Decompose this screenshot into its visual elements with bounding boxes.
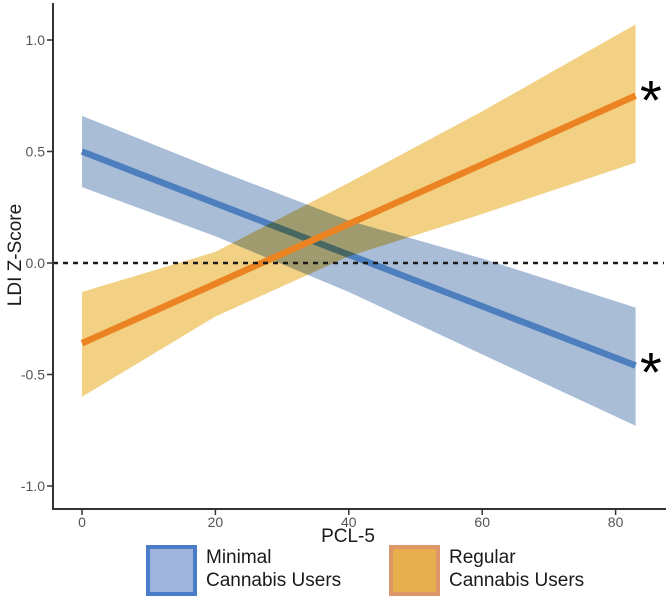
regular-confidence-band bbox=[82, 24, 636, 397]
legend: Minimal Cannabis Users Regular Cannabis … bbox=[0, 545, 666, 599]
legend-label-minimal-line1: Minimal bbox=[206, 547, 272, 568]
legend-swatch-minimal bbox=[146, 545, 197, 596]
x-tick-label: 80 bbox=[608, 514, 624, 530]
axis-lines bbox=[52, 3, 666, 510]
y-tick-label: -1.0 bbox=[21, 478, 45, 494]
y-tick-label: -0.5 bbox=[21, 367, 45, 383]
legend-label-minimal: Minimal Cannabis Users bbox=[206, 545, 341, 592]
x-tick-label: 40 bbox=[341, 514, 357, 530]
y-tick-label: 1.0 bbox=[26, 32, 46, 48]
y-tick-label: 0.0 bbox=[26, 255, 46, 271]
x-tick-label: 0 bbox=[78, 514, 86, 530]
x-axis-title: PCL-5 bbox=[321, 526, 375, 547]
minimal-confidence-band bbox=[82, 115, 636, 426]
x-tick-label: 20 bbox=[208, 514, 224, 530]
y-axis-title: LDI Z-Score bbox=[5, 203, 26, 307]
legend-label-minimal-line2: Cannabis Users bbox=[206, 570, 342, 591]
legend-label-regular-line2: Cannabis Users bbox=[449, 570, 585, 591]
significance-asterisk: * bbox=[640, 68, 662, 131]
significance-asterisk: * bbox=[640, 340, 662, 403]
legend-label-regular-line1: Regular bbox=[449, 547, 516, 568]
legend-swatch-regular bbox=[389, 545, 440, 596]
legend-label-regular: Regular Cannabis Users bbox=[449, 545, 584, 592]
legend-item-minimal-cannabis-users: Minimal Cannabis Users bbox=[146, 545, 341, 596]
legend-item-regular-cannabis-users: Regular Cannabis Users bbox=[389, 545, 584, 596]
x-tick-label: 60 bbox=[474, 514, 490, 530]
regular-trend-line bbox=[80, 92, 637, 347]
y-tick-label: 0.5 bbox=[26, 144, 46, 160]
